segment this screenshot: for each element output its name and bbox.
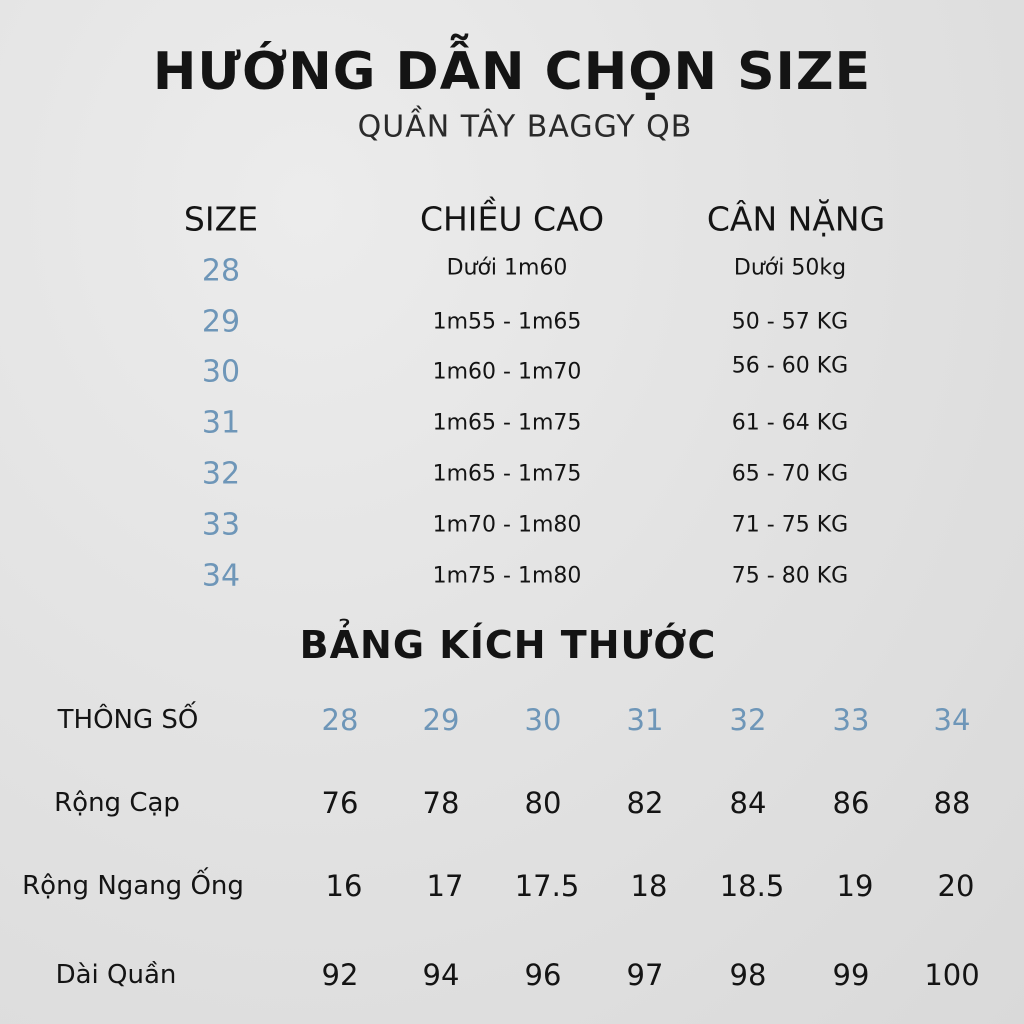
page-subtitle: QUẦN TÂY BAGGY QB: [357, 109, 693, 145]
measure-value: 20: [937, 869, 975, 903]
measure-row-label: Rộng Ngang Ống: [22, 871, 244, 901]
guide-height: 1m65 - 1m75: [432, 461, 582, 487]
measure-table-title: BẢNG KÍCH THƯỚC: [299, 623, 717, 667]
guide-height: Dưới 1m60: [446, 255, 568, 281]
measure-size-header: 29: [422, 703, 460, 737]
measure-value: 84: [729, 786, 767, 820]
guide-height: 1m60 - 1m70: [432, 359, 582, 385]
measure-size-header: 32: [729, 703, 767, 737]
measure-value: 97: [626, 958, 664, 992]
measure-value: 80: [524, 786, 562, 820]
guide-size: 29: [201, 304, 241, 340]
measure-header-label: THÔNG SỐ: [57, 705, 199, 735]
guide-size: 31: [201, 405, 241, 441]
guide-size: 30: [201, 354, 241, 390]
page-title: HƯỚNG DẪN CHỌN SIZE: [152, 42, 872, 102]
measure-value: 82: [626, 786, 664, 820]
measure-value: 86: [832, 786, 870, 820]
guide-size: 34: [201, 558, 241, 594]
guide-weight: 71 - 75 KG: [731, 512, 849, 538]
measure-value: 18.5: [719, 869, 785, 903]
measure-value: 100: [924, 958, 980, 992]
guide-size: 33: [201, 507, 241, 543]
guide-size: 28: [201, 253, 241, 289]
measure-value: 76: [321, 786, 359, 820]
measure-value: 92: [321, 958, 359, 992]
measure-value: 88: [933, 786, 971, 820]
size-header: SIZE: [183, 199, 259, 239]
measure-value: 17: [426, 869, 464, 903]
guide-size: 32: [201, 456, 241, 492]
guide-weight: 75 - 80 KG: [731, 563, 849, 589]
measure-value: 96: [524, 958, 562, 992]
guide-height: 1m55 - 1m65: [432, 309, 582, 335]
measure-size-header: 31: [626, 703, 664, 737]
measure-size-header: 33: [832, 703, 870, 737]
measure-row-label: Dài Quần: [55, 960, 177, 990]
measure-size-header: 28: [321, 703, 359, 737]
height-header: CHIỀU CAO: [419, 199, 605, 239]
guide-height: 1m75 - 1m80: [432, 563, 582, 589]
guide-weight: 56 - 60 KG: [731, 353, 849, 379]
guide-weight: 50 - 57 KG: [731, 309, 849, 335]
guide-height: 1m70 - 1m80: [432, 512, 582, 538]
measure-value: 98: [729, 958, 767, 992]
weight-header: CÂN NẶNG: [706, 199, 886, 239]
measure-size-header: 30: [524, 703, 562, 737]
measure-size-header: 34: [933, 703, 971, 737]
measure-value: 78: [422, 786, 460, 820]
guide-weight: 61 - 64 KG: [731, 410, 849, 436]
measure-value: 19: [836, 869, 874, 903]
measure-value: 17.5: [514, 869, 580, 903]
guide-weight: 65 - 70 KG: [731, 461, 849, 487]
guide-weight: Dưới 50kg: [733, 255, 847, 281]
guide-height: 1m65 - 1m75: [432, 410, 582, 436]
measure-value: 16: [325, 869, 363, 903]
measure-row-label: Rộng Cạp: [54, 788, 180, 818]
measure-value: 99: [832, 958, 870, 992]
measure-value: 94: [422, 958, 460, 992]
measure-value: 18: [630, 869, 668, 903]
